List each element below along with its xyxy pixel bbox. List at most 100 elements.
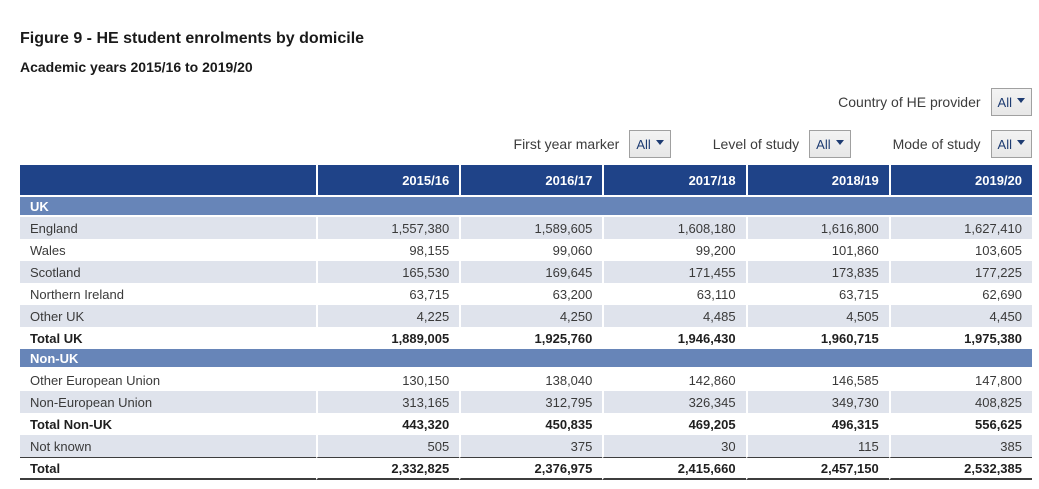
figure-title: Figure 9 - HE student enrolments by domi… [20, 30, 365, 47]
table-row: Wales 98,155 99,060 99,200 101,860 103,605 [20, 239, 1032, 261]
chevron-down-icon [1017, 97, 1025, 103]
table-cell: 1,946,430 [602, 327, 745, 349]
section-label: Non-UK [20, 349, 1032, 369]
table-cell: 2,332,825 [316, 457, 460, 480]
table-cell: 115 [745, 435, 889, 457]
table-cell: 146,585 [745, 369, 889, 391]
table-cell: 169,645 [459, 261, 603, 283]
filter-mode-of-study: Mode of study All [893, 130, 1032, 158]
filter-bar: Country of HE provider All First year ma… [20, 88, 1032, 158]
table-cell: 165,530 [316, 261, 460, 283]
year-column-header: 2015/16 [316, 165, 460, 197]
level-filter-dropdown[interactable]: All [809, 130, 851, 158]
row-label: Total Non-UK [30, 416, 113, 432]
table-cell: 1,627,410 [888, 217, 1032, 239]
row-label: Total [20, 457, 316, 480]
chevron-down-icon [1017, 139, 1025, 145]
table-cell: 556,625 [888, 413, 1032, 435]
table-cell: 505 [316, 435, 460, 457]
table-cell: 2,376,975 [459, 457, 603, 480]
table-cell: 1,925,760 [459, 327, 602, 349]
figure-subtitle: Academic years 2015/16 to 2019/20 [20, 59, 253, 75]
row-label: Wales [30, 242, 66, 258]
table-cell: 103,605 [888, 239, 1032, 261]
table-cell: 138,040 [459, 369, 602, 391]
table-cell: 1,608,180 [602, 217, 746, 239]
table-cell: 4,250 [459, 305, 603, 327]
table-cell: 1,975,380 [888, 327, 1032, 349]
table-cell: 2,415,660 [602, 457, 746, 480]
table-cell: 2,532,385 [888, 457, 1032, 480]
level-filter-value: All [816, 136, 831, 152]
table-row: Scotland 165,530 169,645 171,455 173,835 177,… [20, 261, 1032, 283]
row-label: Other UK [20, 305, 316, 327]
year-column-header: 2018/19 [745, 165, 889, 197]
level-filter-label: Level of study [712, 136, 800, 152]
table-row: Total 2,332,825 2,376,975 2,415,660 2,457,15… [20, 457, 1032, 480]
country-filter-dropdown[interactable]: All [990, 88, 1032, 116]
filter-row-1: Country of HE provider All [20, 88, 1032, 116]
row-label: Other European Union [30, 372, 161, 388]
section-row: Non-UK [20, 349, 1032, 369]
table-cell: 1,960,715 [745, 327, 889, 349]
country-filter-label: Country of HE provider [838, 94, 981, 110]
table-body: UK England 1,557,380 1,589,605 1,608,180 1,61… [20, 197, 1032, 480]
filter-level-of-study: Level of study All [713, 130, 851, 158]
table-cell: 130,150 [316, 369, 459, 391]
first-year-filter-dropdown[interactable]: All [629, 130, 671, 158]
table-cell: 63,715 [745, 283, 889, 305]
mode-filter-value: All [997, 136, 1012, 152]
table-row: Not known 505 375 30 115 385 [20, 435, 1032, 457]
table-cell: 408,825 [888, 391, 1032, 413]
year-column-header: 2019/20 [888, 165, 1032, 197]
row-label: Total UK [30, 330, 83, 346]
table-cell: 349,730 [745, 391, 889, 413]
table-row: Other European Union 130,150 138,040 142,86… [20, 369, 1032, 391]
table-header: 2015/16 2016/17 2017/18 2018/19 2019/20 [20, 165, 1032, 197]
first-year-filter-value: All [636, 136, 651, 152]
table-cell: 1,889,005 [316, 327, 459, 349]
table-cell: 2,457,150 [745, 457, 889, 480]
table-row: England 1,557,380 1,589,605 1,608,180 1,616,… [20, 217, 1032, 239]
page: Figure 9 - HE student enrolments by domi… [0, 30, 1039, 480]
table-row: Northern Ireland 63,715 63,200 63,110 63,715… [20, 283, 1032, 305]
row-label: Non-European Union [20, 391, 316, 413]
table-row: Non-European Union 313,165 312,795 326,345 3… [20, 391, 1032, 413]
table-cell: 326,345 [602, 391, 746, 413]
chevron-down-icon [655, 139, 664, 145]
filter-first-year-marker: First year marker All [514, 130, 671, 158]
section-row: UK [20, 197, 1032, 217]
mode-filter-label: Mode of study [892, 136, 981, 152]
chevron-down-icon [835, 139, 844, 145]
table-cell: 496,315 [745, 413, 889, 435]
table-cell: 101,860 [745, 239, 889, 261]
table-cell: 4,450 [888, 305, 1032, 327]
first-year-filter-label: First year marker [513, 136, 620, 152]
table-cell: 375 [459, 435, 603, 457]
table-cell: 443,320 [316, 413, 459, 435]
mode-filter-dropdown[interactable]: All [990, 130, 1032, 158]
section-label: UK [20, 197, 1032, 217]
table-cell: 313,165 [316, 391, 460, 413]
row-label: Scotland [20, 261, 316, 283]
year-column-header: 2017/18 [602, 165, 746, 197]
table-cell: 4,225 [316, 305, 460, 327]
enrolments-table: 2015/16 2016/17 2017/18 2018/19 2019/20 UK En… [20, 165, 1032, 480]
table-cell: 62,690 [888, 283, 1032, 305]
table-cell: 4,485 [602, 305, 746, 327]
table-row: Other UK 4,225 4,250 4,485 4,505 4,450 [20, 305, 1032, 327]
table-cell: 63,110 [602, 283, 745, 305]
table-cell: 1,616,800 [745, 217, 889, 239]
row-label: Northern Ireland [30, 286, 124, 302]
row-label: Not known [20, 435, 316, 457]
header-row: 2015/16 2016/17 2017/18 2018/19 2019/20 [20, 165, 1032, 197]
row-label-column-header [20, 165, 316, 197]
table-cell: 312,795 [459, 391, 603, 413]
table-row: Total Non-UK 443,320 450,835 469,205 496,315… [20, 413, 1032, 435]
filter-country-of-he-provider: Country of HE provider All [838, 88, 1032, 116]
table-cell: 99,060 [459, 239, 602, 261]
table-cell: 450,835 [459, 413, 602, 435]
country-filter-value: All [997, 94, 1012, 110]
table-cell: 147,800 [888, 369, 1032, 391]
table-cell: 171,455 [602, 261, 746, 283]
